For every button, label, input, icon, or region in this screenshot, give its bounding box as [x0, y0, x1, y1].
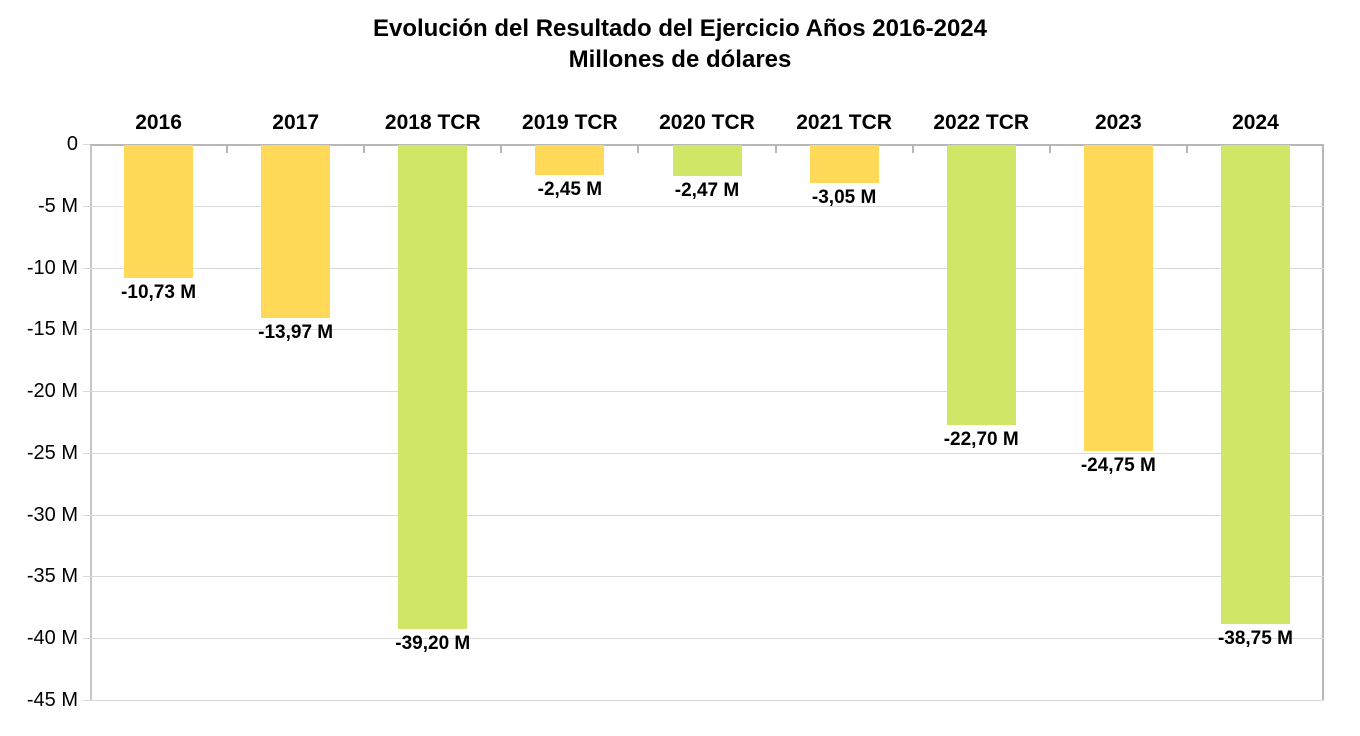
- chart-title-line1: Evolución del Resultado del Ejercicio Añ…: [373, 15, 987, 42]
- y-axis-label: -35 M: [26, 565, 78, 588]
- y-axis-label: -20 M: [26, 380, 78, 403]
- category-tick: [911, 144, 914, 153]
- chart-title: Evolución del Resultado del Ejercicio Añ…: [0, 13, 1360, 75]
- category-label-2022: 2022 TCR: [933, 111, 1030, 134]
- gridline: [83, 452, 1324, 454]
- bar-2018: [398, 145, 468, 629]
- chart-title-line2: Millones de dólares: [568, 46, 792, 73]
- bar-2016: [124, 145, 194, 278]
- bar-2019: [535, 145, 605, 175]
- value-label-2023: -24,75 M: [1080, 455, 1156, 476]
- y-axis-label: -5 M: [38, 194, 78, 217]
- gridline: [83, 514, 1324, 516]
- category-label-2020: 2020 TCR: [659, 111, 755, 134]
- gridline: [83, 267, 1324, 269]
- category-label-2021: 2021 TCR: [796, 111, 892, 134]
- y-axis-label: -40 M: [26, 627, 78, 650]
- bar-2024: [1220, 145, 1290, 624]
- gridline: [83, 391, 1324, 393]
- category-label-2024: 2024: [1232, 111, 1279, 134]
- bar-2022: [946, 145, 1016, 425]
- y-axis-label: -30 M: [26, 503, 78, 526]
- gridline: [83, 700, 1324, 701]
- value-label-2020: -2,47 M: [674, 180, 740, 201]
- bar-2021: [809, 145, 879, 183]
- category-label-2023: 2023: [1094, 111, 1142, 134]
- value-label-2018: -39,20 M: [395, 633, 471, 654]
- bar-2020: [672, 145, 742, 176]
- category-tick: [363, 144, 366, 153]
- category-tick: [1185, 144, 1188, 153]
- category-label-2019: 2019 TCR: [522, 111, 618, 134]
- category-tick: [774, 144, 777, 153]
- y-axis-label: -10 M: [26, 256, 78, 279]
- category-tick: [637, 144, 640, 153]
- y-axis-label: -15 M: [26, 318, 78, 341]
- bar-2023: [1083, 145, 1153, 451]
- category-label-2016: 2016: [135, 111, 182, 134]
- y-axis-label: -25 M: [26, 441, 78, 464]
- value-label-2022: -22,70 M: [943, 429, 1019, 450]
- value-label-2021: -3,05 M: [811, 187, 877, 208]
- value-label-2024: -38,75 M: [1217, 628, 1293, 649]
- zero-line-tick: [83, 144, 90, 145]
- gridline: [83, 638, 1324, 640]
- category-tick: [500, 144, 503, 153]
- gridline: [83, 329, 1324, 331]
- value-label-2019: -2,45 M: [537, 179, 603, 200]
- category-tick: [1048, 144, 1051, 153]
- category-tick: [226, 144, 229, 153]
- value-label-2017: -13,97 M: [258, 322, 334, 343]
- value-label-2016: -10,73 M: [121, 282, 197, 303]
- y-axis-label: 0: [66, 133, 78, 155]
- bar-2017: [261, 145, 331, 318]
- category-label-2017: 2017: [272, 111, 320, 134]
- gridline: [83, 576, 1324, 578]
- y-axis-label: -45 M: [26, 689, 78, 711]
- category-label-2018: 2018 TCR: [384, 111, 481, 134]
- gridline: [83, 205, 1324, 207]
